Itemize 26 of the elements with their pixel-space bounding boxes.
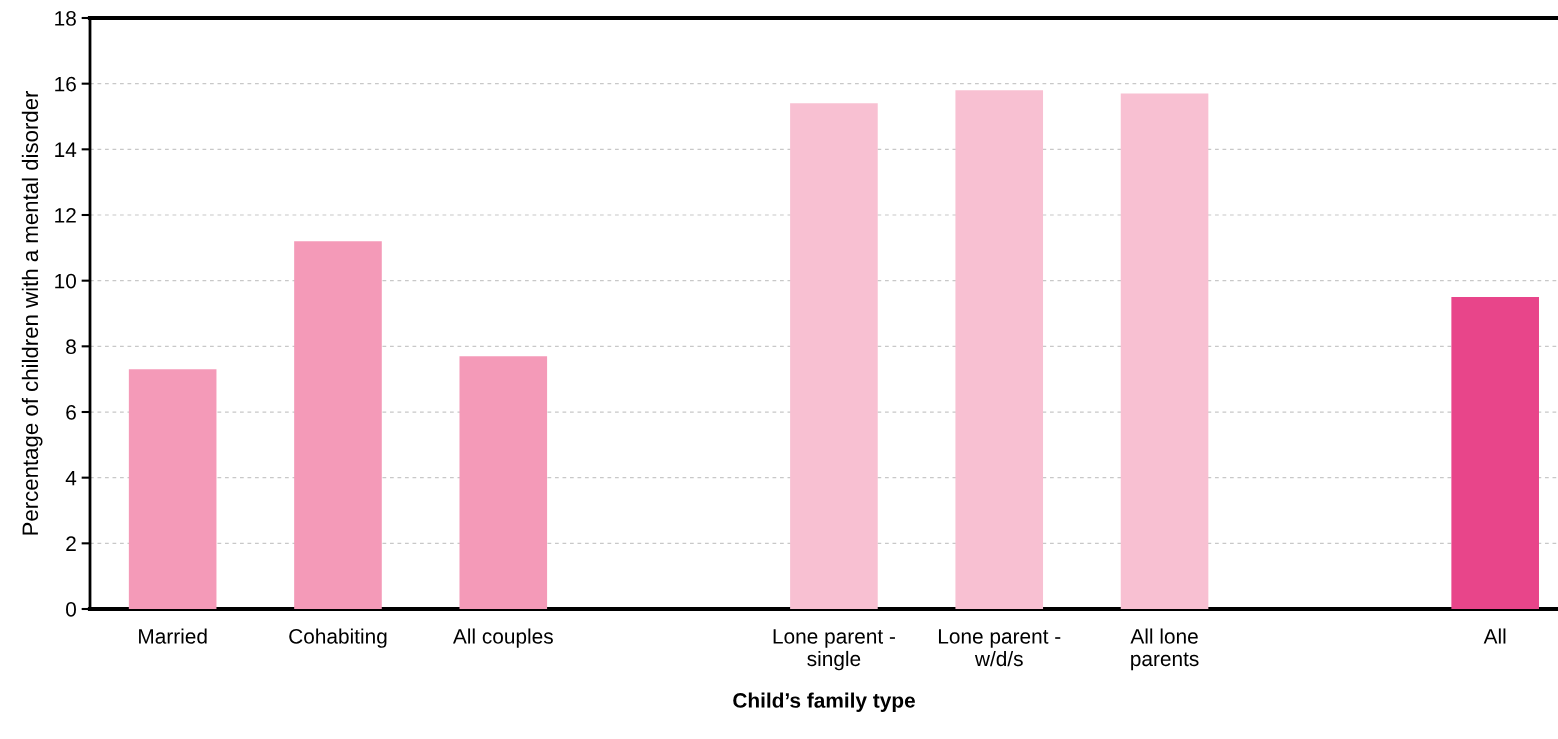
x-tick-label: Married (139, 628, 207, 644)
y-tick-label: 2 (66, 536, 76, 551)
x-tick-label: Lone parent - w/d/s (938, 629, 1061, 667)
x-tick-label: All couples (452, 628, 553, 648)
y-tick-label: 4 (65, 470, 77, 486)
bar (790, 103, 878, 609)
bar (1451, 297, 1539, 609)
x-tick-label: Lone parent - single (773, 629, 895, 671)
bar (1120, 93, 1209, 609)
bar (294, 241, 382, 609)
y-tick-label: 18 (55, 11, 76, 26)
bar (459, 356, 548, 609)
y-tick-label: 14 (55, 142, 77, 157)
y-tick-label: 0 (66, 602, 76, 617)
x-tick-label: All lone parents (1130, 628, 1199, 671)
y-tick-label: 16 (55, 76, 76, 92)
x-axis-title: Child’s family type (733, 692, 915, 712)
x-tick-label: All (1483, 628, 1506, 644)
y-tick-label: 6 (66, 405, 76, 420)
bar (128, 369, 217, 609)
bar (955, 90, 1044, 609)
y-tick-label: 12 (55, 208, 76, 223)
x-tick-label: Cohabiting (289, 628, 387, 648)
y-axis-title: Percentage of children with a mental disorder (21, 90, 43, 535)
y-tick-label: 8 (66, 339, 76, 355)
y-tick-label: 10 (55, 273, 76, 289)
